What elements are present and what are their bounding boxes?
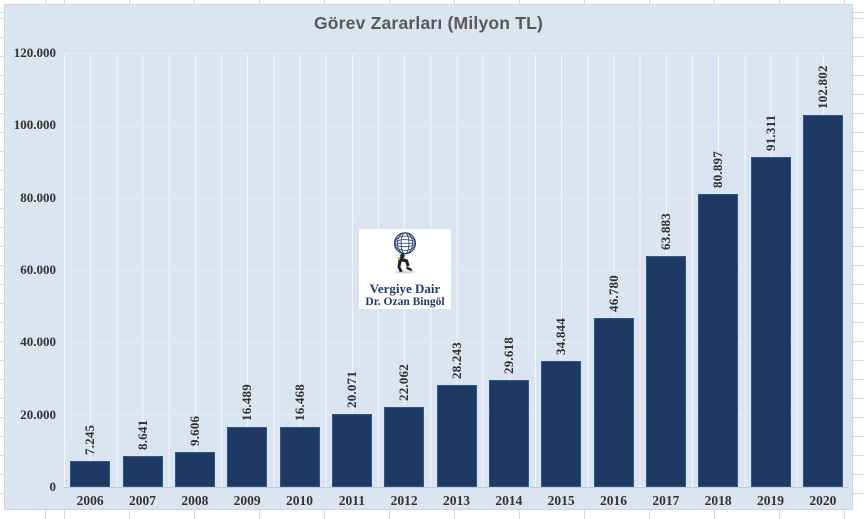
x-tick-label: 2014 <box>495 493 523 508</box>
bar-value-label: 20.071 <box>343 371 359 409</box>
x-tick-label: 2009 <box>233 493 261 508</box>
bar[interactable] <box>802 115 843 487</box>
x-tick-label: 2006 <box>76 493 104 508</box>
worksheet-bottom-strip <box>0 510 864 519</box>
bar[interactable] <box>488 379 529 487</box>
bar[interactable] <box>70 460 111 487</box>
x-tick-label: 2011 <box>338 493 365 508</box>
worksheet-right-strip <box>853 0 864 519</box>
y-tick-label: 0 <box>49 479 57 494</box>
x-tick-label: 2012 <box>390 493 418 508</box>
bar-value-label: 9.606 <box>186 416 202 447</box>
bar-value-label: 102.802 <box>814 65 830 110</box>
x-tick-label: 2019 <box>756 493 784 508</box>
bar[interactable] <box>645 255 686 487</box>
x-tick-label: 2018 <box>704 493 732 508</box>
bar-value-label: 29.618 <box>500 336 516 374</box>
bar-value-label: 16.489 <box>239 384 255 422</box>
y-tick-label: 40.000 <box>20 334 56 350</box>
x-tick-label: 2015 <box>547 493 575 508</box>
watermark-logo: Vergiye Dair Dr. Ozan Bingöl <box>359 229 451 309</box>
x-tick-label: 2017 <box>652 493 680 508</box>
bar-value-label: 46.780 <box>605 274 621 312</box>
y-tick-label: 60.000 <box>20 262 56 277</box>
y-tick-label: 20.000 <box>20 406 56 422</box>
bar[interactable] <box>122 455 163 487</box>
bar[interactable] <box>174 452 215 487</box>
bar[interactable] <box>750 156 791 487</box>
x-tick-label: 2020 <box>809 493 837 508</box>
plot-area: 7.245 8.641 9.606 16.489 16.468 20.071 22.062 2… <box>64 53 849 488</box>
bar-value-label: 7.245 <box>82 424 98 455</box>
x-tick-label: 2013 <box>442 493 470 508</box>
bar[interactable] <box>541 360 582 487</box>
y-tick-label: 100.000 <box>13 117 56 133</box>
y-tick-label: 80.000 <box>20 189 56 205</box>
bar[interactable] <box>384 407 425 487</box>
bar-value-label: 28.243 <box>448 341 464 379</box>
bar[interactable] <box>593 317 634 487</box>
x-tick-label: 2010 <box>285 493 313 508</box>
bar-value-label: 91.311 <box>762 114 778 151</box>
bar-value-label: 22.062 <box>396 364 412 402</box>
y-tick-label: 120.000 <box>13 45 56 60</box>
x-tick-label: 2007 <box>128 493 156 508</box>
bar[interactable] <box>698 194 739 487</box>
bar-value-label: 34.844 <box>553 318 569 355</box>
bar[interactable] <box>279 427 320 487</box>
logo-text-line2: Dr. Ozan Bingöl <box>365 296 445 308</box>
worksheet-left-strip <box>0 0 4 519</box>
bar[interactable] <box>227 427 268 487</box>
chart-area[interactable]: Görev Zararları (Milyon TL) 7.245 8.641 9.… <box>4 4 853 510</box>
worksheet-top-strip <box>0 0 864 4</box>
bar-value-label: 63.883 <box>657 213 673 250</box>
chart-title: Görev Zararları (Milyon TL) <box>313 13 544 33</box>
bar[interactable] <box>331 414 372 487</box>
x-tick-label: 2016 <box>599 493 627 508</box>
bar-value-label: 80.897 <box>710 151 726 189</box>
bar[interactable] <box>436 384 477 487</box>
bar-value-label: 16.468 <box>291 384 307 422</box>
x-tick-label: 2008 <box>181 493 209 508</box>
logo-text-line1: Vergiye Dair <box>369 281 441 296</box>
bar-value-label: 8.641 <box>134 419 150 450</box>
atlas-globe-icon <box>383 231 427 282</box>
